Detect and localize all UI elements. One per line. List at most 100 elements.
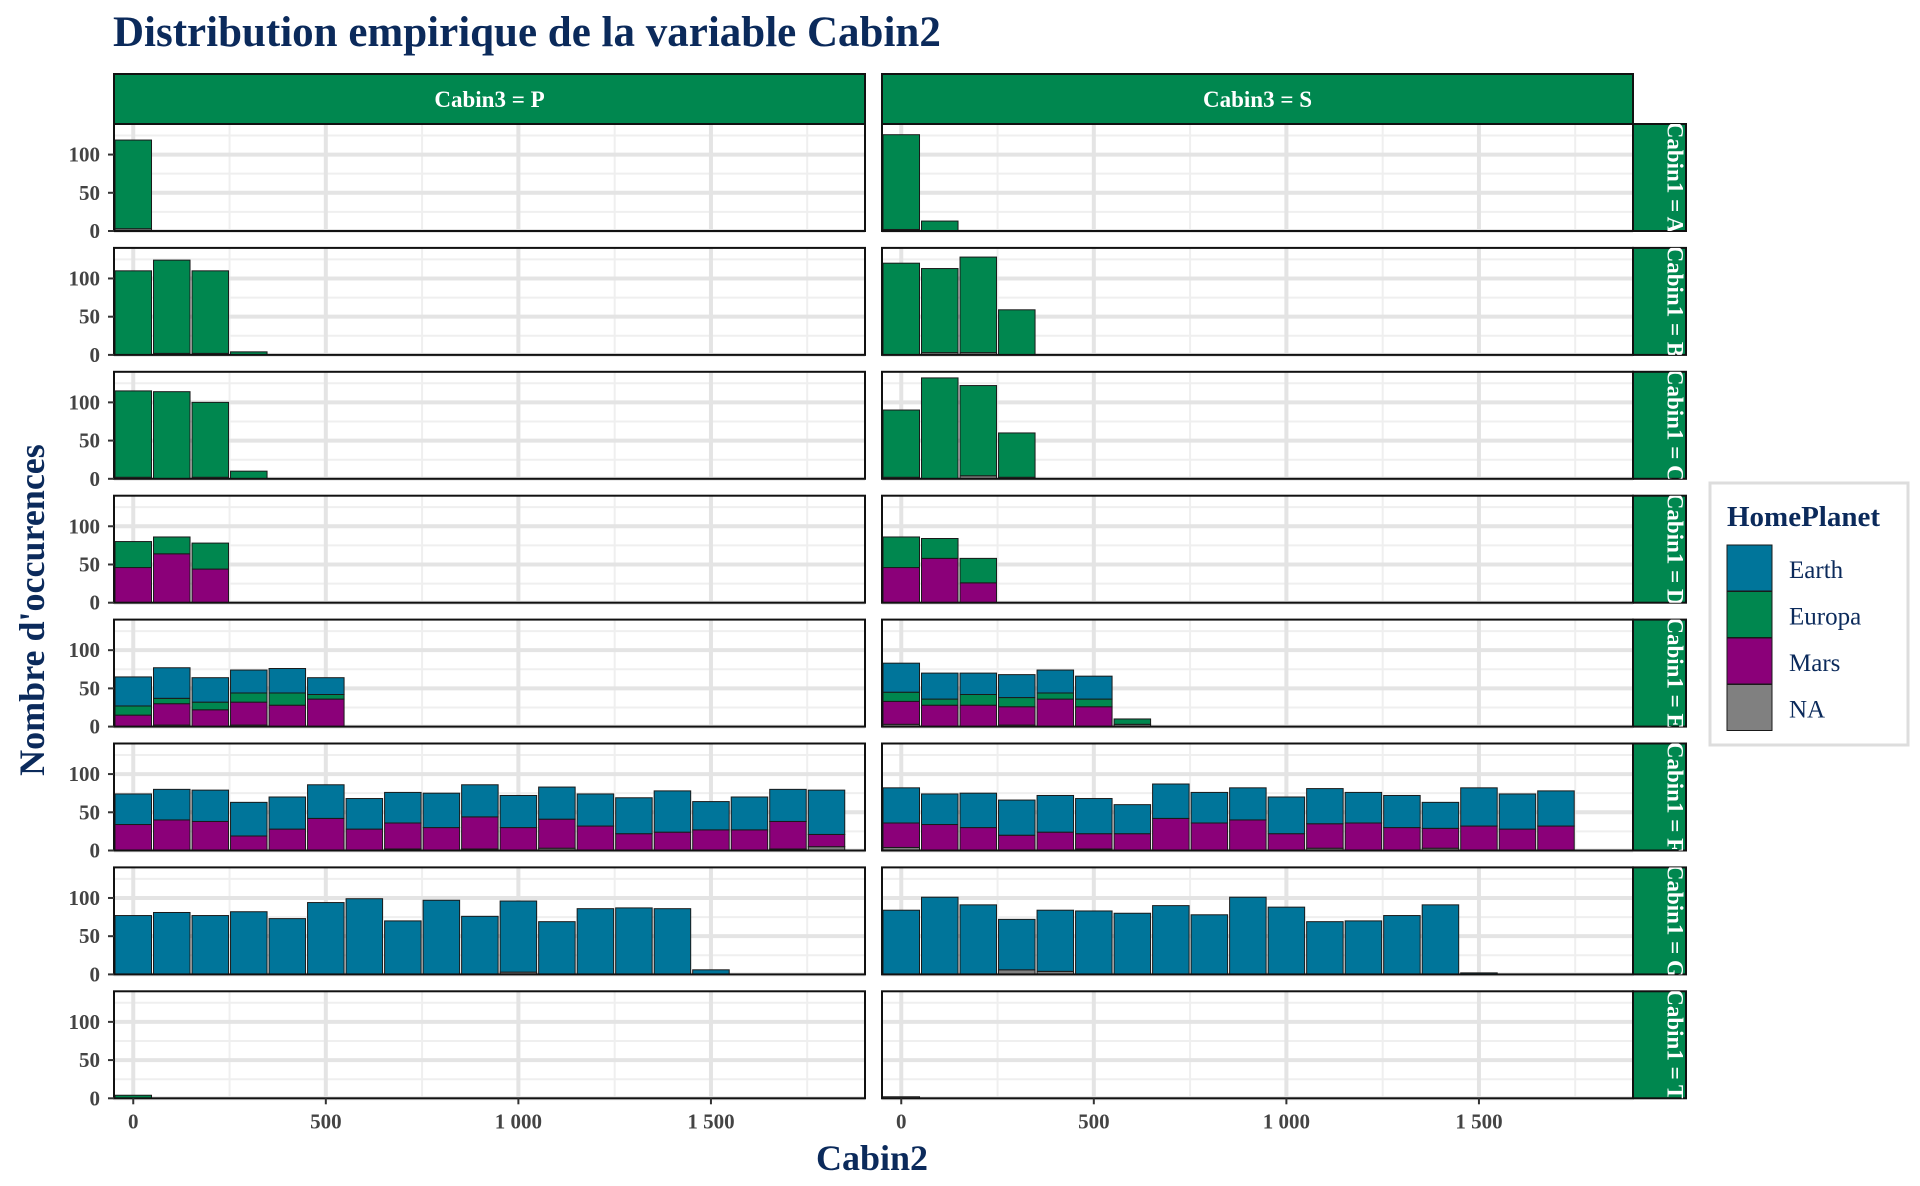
legend-item: Europa <box>1726 591 1861 638</box>
row-strip: Cabin1 = T <box>1632 990 1687 1100</box>
bar-segment-earth <box>384 920 422 975</box>
y-tick-label: 0 <box>90 839 101 863</box>
facet-panel <box>881 370 1634 481</box>
bar-segment-earth <box>1113 912 1152 975</box>
row-strip: Cabin1 = C <box>1632 370 1687 480</box>
bar-segment-earth <box>959 792 998 829</box>
panel-border <box>113 866 866 976</box>
bar-segment-mars <box>882 700 921 725</box>
bar-segment-europa <box>998 309 1036 356</box>
bar-segment-earth <box>1036 909 1075 972</box>
bar-segment-mars <box>1383 827 1421 851</box>
y-tick-label: 100 <box>69 390 101 414</box>
chart-title: Distribution empirique de la variable Ca… <box>113 9 941 56</box>
bar-segment-mars <box>307 817 345 852</box>
bar-segment-europa <box>1075 698 1113 708</box>
bar-segment-europa <box>1036 692 1075 700</box>
bar-segment-mars <box>921 704 959 728</box>
row-strip: Cabin1 = G <box>1632 866 1687 976</box>
y-tick-label: 100 <box>69 886 101 910</box>
bar-segment-earth <box>461 915 499 975</box>
bar-segment-earth <box>268 918 307 975</box>
bar-segment-earth <box>1075 910 1113 975</box>
y-tick-label: 0 <box>90 467 101 491</box>
bar-segment-earth <box>499 900 538 973</box>
bar-segment-mars <box>921 557 959 604</box>
bar-segment-earth <box>882 909 921 975</box>
y-tick-label: 100 <box>69 514 101 538</box>
bar-segment-mars <box>1498 828 1537 851</box>
bar-segment-mars <box>114 714 153 728</box>
bar-segment-mars <box>191 820 230 852</box>
y-tick-label: 50 <box>79 676 100 700</box>
bar-segment-mars <box>114 824 153 851</box>
bar-segment-earth <box>1306 921 1344 975</box>
x-tick-label: 500 <box>310 1109 342 1133</box>
bar-segment-earth <box>307 902 345 975</box>
row-strip-label: Cabin1 = A <box>1663 122 1688 234</box>
bar-segment-earth <box>1421 904 1460 975</box>
legend-key <box>1726 684 1773 731</box>
x-tick-label: 1 500 <box>1455 1109 1502 1133</box>
bar-segment-europa <box>153 536 191 555</box>
bar-segment-earth <box>1113 804 1152 835</box>
bar-segment-earth <box>882 662 921 693</box>
bar-segment-europa <box>191 701 230 711</box>
bar-segment-earth <box>1421 801 1460 829</box>
facet-panel: 0 50 100 <box>69 246 866 367</box>
column-strip-label: Cabin3 = P <box>434 87 544 112</box>
x-tick-label: 500 <box>1078 1109 1110 1133</box>
bar-segment-earth <box>422 899 461 975</box>
bar-segment-mars <box>153 703 191 726</box>
bar-segment-mars <box>461 816 499 850</box>
y-tick-label: 50 <box>79 924 100 948</box>
bar-segment-europa <box>114 705 153 716</box>
bar-segment-mars <box>576 825 615 851</box>
bar-segment-europa <box>998 697 1036 708</box>
bar-segment-mars <box>1344 822 1383 852</box>
facet-panel: 0 50 100 <box>69 618 866 739</box>
bar-segment-earth <box>1036 794 1075 833</box>
panel-border <box>881 990 1634 1100</box>
y-tick-label: 100 <box>69 762 101 786</box>
bar-segment-europa <box>959 385 998 477</box>
bar-segment-earth <box>153 788 191 821</box>
bar-segment-earth <box>345 798 384 830</box>
row-strip: Cabin1 = F <box>1632 742 1687 852</box>
bar-segment-europa <box>191 401 230 478</box>
bar-segment-mars <box>499 827 538 851</box>
bar-segment-mars <box>153 553 191 604</box>
row-strip: Cabin1 = B <box>1632 246 1688 358</box>
y-tick-label: 50 <box>79 552 100 576</box>
bar-segment-mars <box>1421 827 1460 849</box>
bar-segment-mars <box>230 835 268 852</box>
bar-segment-europa <box>921 538 959 559</box>
bar-segment-europa <box>191 542 230 570</box>
bar-segment-europa <box>1113 718 1152 725</box>
bar-segment-mars <box>959 704 998 728</box>
bar-segment-europa <box>153 391 191 480</box>
bar-segment-earth <box>921 793 959 826</box>
bar-segment-mars <box>959 827 998 851</box>
bar-segment-europa <box>230 470 268 480</box>
y-tick-label: 100 <box>69 638 101 662</box>
bar-segment-europa <box>191 270 230 354</box>
panel-border <box>881 370 1634 480</box>
panel-border <box>881 618 1634 728</box>
bar-segment-earth <box>1267 906 1306 975</box>
row-strip-label: Cabin1 = B <box>1663 246 1688 358</box>
bar-segment-earth <box>307 677 345 696</box>
bar-segment-mars <box>807 833 846 848</box>
bar-segment-europa <box>921 698 959 706</box>
panel-border <box>113 246 866 356</box>
y-tick-label: 0 <box>90 219 101 243</box>
bar-segment-earth <box>114 793 153 826</box>
bar-segment-europa <box>114 541 153 569</box>
bar-segment-europa <box>921 220 959 232</box>
bar-segment-europa <box>307 694 345 700</box>
panel-border <box>113 618 866 728</box>
bar-segment-earth <box>998 799 1036 836</box>
legend-label: NA <box>1789 697 1825 724</box>
bar-segment-earth <box>615 797 653 835</box>
bar-segment-earth <box>268 668 307 694</box>
